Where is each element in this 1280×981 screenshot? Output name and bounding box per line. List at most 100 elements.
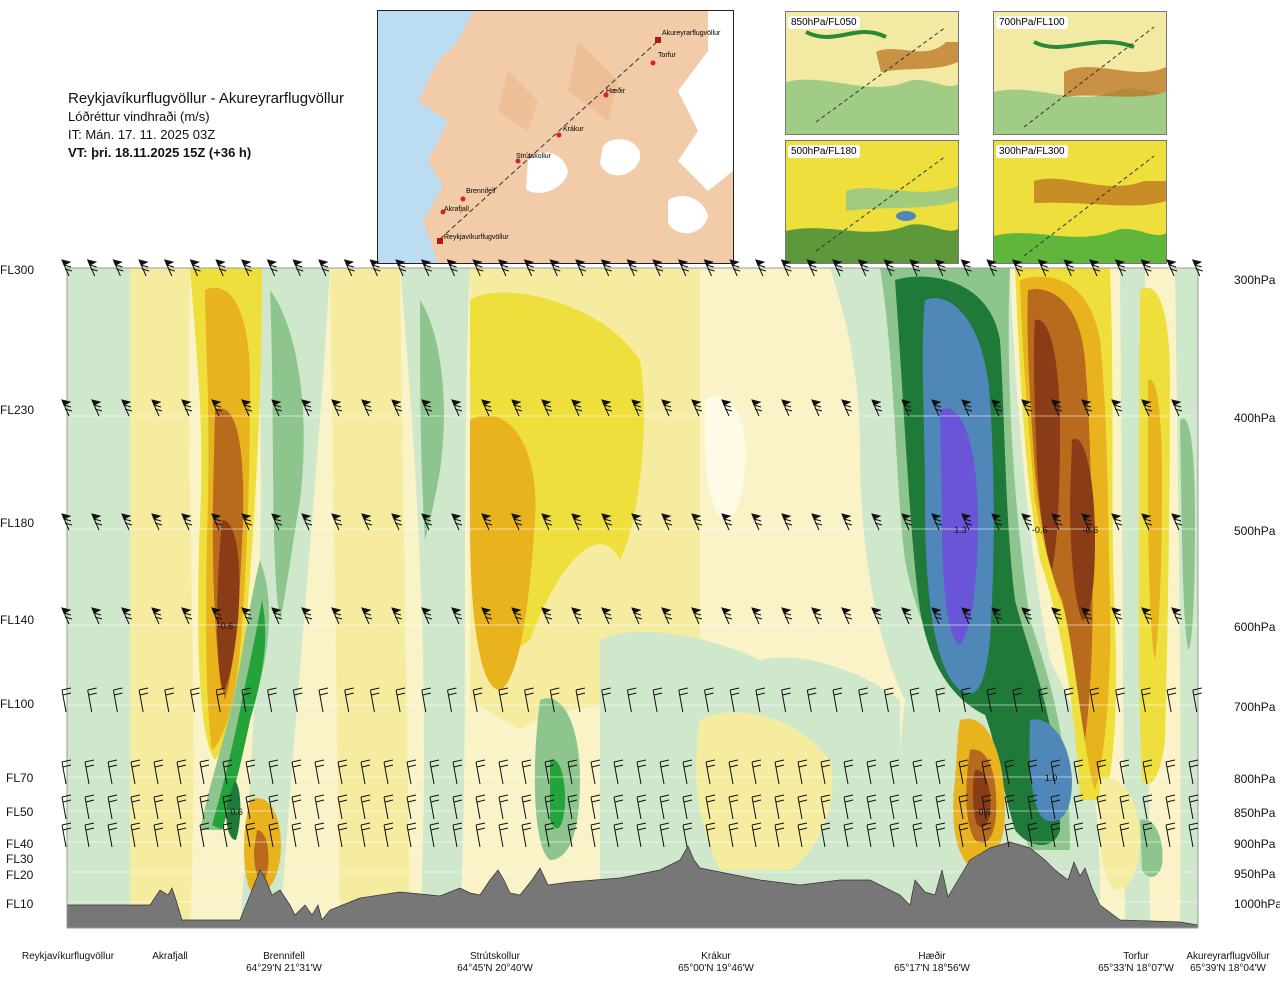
- y-left-tick-fl70: FL70: [6, 771, 34, 785]
- wind-barb: [475, 759, 486, 785]
- x-station-akureyri: Akureyrarflugvöllur 65°39'N 18°04'W: [1186, 951, 1269, 975]
- wind-barb: [1188, 759, 1199, 785]
- wind-barb: [1188, 794, 1199, 820]
- wind-barb: [267, 687, 277, 713]
- band: [1148, 379, 1162, 660]
- wind-barb: [369, 259, 381, 277]
- station-name: Akureyrarflugvöllur: [1186, 951, 1270, 962]
- wind-barb: [153, 794, 164, 820]
- wind-barb: [652, 259, 664, 277]
- wind-barb: [806, 687, 817, 713]
- wind-barb: [751, 822, 762, 848]
- wind-barb: [832, 259, 844, 277]
- wind-barb: [1192, 687, 1202, 713]
- wind-barb: [301, 607, 313, 625]
- wind-barb: [1140, 687, 1151, 713]
- wind-barb: [151, 607, 163, 625]
- wind-barb: [84, 794, 95, 820]
- wind-barb: [590, 822, 601, 848]
- wind-barb: [1004, 794, 1015, 820]
- x-station-akrafjall: Akrafjall: [152, 951, 188, 963]
- wind-barb: [931, 607, 943, 625]
- wind-barb: [1171, 399, 1183, 417]
- wind-barb: [751, 794, 762, 820]
- wind-barb: [1165, 822, 1176, 848]
- wind-barb: [682, 794, 693, 820]
- thumbnail-850hpa[interactable]: 850hPa/FL050: [785, 11, 959, 135]
- wind-barb: [360, 822, 371, 848]
- wind-barb: [1111, 607, 1123, 625]
- wind-barb: [728, 759, 739, 785]
- wind-barb: [677, 259, 689, 277]
- thumbnail-700hpa[interactable]: 700hPa/FL100: [993, 11, 1167, 135]
- wind-barb: [344, 687, 354, 713]
- wind-barb: [857, 259, 869, 277]
- wind-barb: [331, 399, 343, 417]
- wind-barb: [575, 687, 586, 713]
- wind-barb: [601, 399, 613, 417]
- band: [700, 268, 830, 700]
- wind-barb: [544, 794, 555, 820]
- wind-barb: [452, 794, 463, 820]
- band: [330, 268, 410, 928]
- chart-title: Reykjavíkurflugvöllur - Akureyrarflugvöl…: [68, 90, 344, 107]
- wind-barb: [883, 687, 894, 713]
- wind-barb: [181, 607, 193, 625]
- station-coord: 65°17'N 18°56'W: [894, 963, 970, 974]
- wind-barb: [164, 687, 174, 713]
- wind-barb: [871, 513, 883, 531]
- wind-barb: [544, 822, 555, 848]
- wind-barb: [571, 607, 583, 625]
- wind-barb: [1038, 687, 1048, 713]
- wind-barb: [1142, 822, 1153, 848]
- wind-barb: [391, 607, 403, 625]
- wind-barb: [1050, 822, 1061, 848]
- wind-barb: [575, 259, 587, 277]
- wind-barb: [292, 259, 304, 277]
- wind-barb: [1021, 399, 1033, 417]
- station-coord: 65°33'N 18°07'W: [1098, 963, 1174, 974]
- wind-barb: [729, 687, 740, 713]
- wind-barb: [889, 794, 900, 820]
- wind-barb: [986, 687, 997, 713]
- wind-barb: [199, 822, 210, 848]
- variable-label: Lóðréttur vindhraði (m/s): [68, 109, 210, 124]
- wind-barb: [314, 794, 325, 820]
- wind-barb: [429, 759, 440, 785]
- wind-barb: [631, 399, 643, 417]
- wind-barb: [451, 513, 463, 531]
- thumbnail-500hpa[interactable]: 500hPa/FL180: [785, 140, 959, 264]
- y-right-tick-400: 400hPa: [1234, 411, 1276, 425]
- wind-barb: [958, 822, 969, 848]
- wind-barb: [935, 822, 946, 848]
- wind-barb: [728, 794, 739, 820]
- wind-barb: [211, 513, 223, 531]
- wind-barb: [420, 259, 432, 277]
- wind-barb: [121, 513, 133, 531]
- y-left-tick-fl140: FL140: [0, 613, 35, 627]
- y-left-tick-fl180: FL180: [0, 516, 35, 530]
- wind-barb: [1012, 687, 1023, 713]
- wind-barb: [61, 687, 72, 713]
- wind-barb: [590, 794, 601, 820]
- wind-barb: [820, 822, 831, 848]
- wind-barb: [843, 759, 854, 785]
- wind-barb: [523, 259, 535, 277]
- wind-barb: [1142, 794, 1153, 820]
- wind-barb: [755, 687, 766, 713]
- thumbnail-300hpa[interactable]: 300hPa/FL300: [993, 140, 1167, 264]
- wind-barb: [318, 687, 329, 713]
- wind-barb: [406, 794, 417, 820]
- wind-barb: [613, 822, 624, 848]
- wind-barb: [691, 513, 703, 531]
- wind-barb: [601, 607, 613, 625]
- map-label-brennifell: Brennifell: [466, 188, 496, 195]
- wind-barb: [1188, 822, 1199, 848]
- wind-barb: [567, 759, 578, 785]
- wind-barb: [1051, 399, 1063, 417]
- wind-barb: [1089, 259, 1101, 277]
- wind-barb: [1081, 513, 1093, 531]
- y-right-tick-900: 900hPa: [1234, 837, 1276, 851]
- wind-barb: [360, 759, 371, 785]
- wind-barb: [222, 759, 233, 785]
